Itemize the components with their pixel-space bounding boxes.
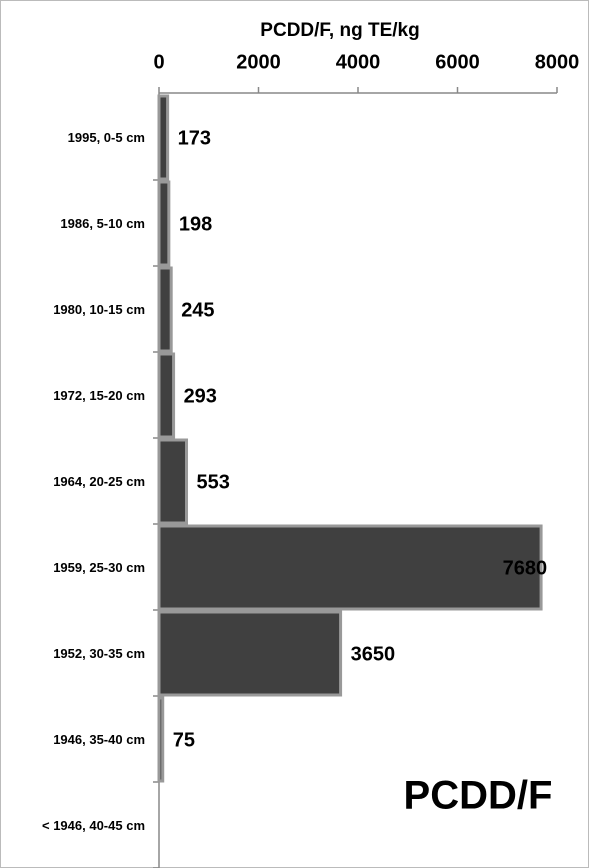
x-tick-label: 8000: [535, 51, 580, 73]
bar: [157, 438, 189, 525]
bar: [157, 94, 170, 181]
x-tick-label: 6000: [435, 51, 480, 73]
y-tick-label: 1959, 25-30 cm: [53, 559, 145, 575]
data-label: 245: [181, 299, 214, 321]
y-tick-label: 1980, 10-15 cm: [53, 301, 145, 317]
data-label: 7680: [503, 557, 548, 579]
data-label: 553: [197, 471, 230, 493]
y-tick-label: 1964, 20-25 cm: [53, 473, 145, 489]
axis-title: PCDD/F, ng TE/kg: [260, 20, 419, 41]
x-tick-label: 0: [153, 51, 164, 73]
data-label: 293: [184, 385, 217, 407]
y-tick-label: < 1946, 40-45 cm: [42, 817, 145, 833]
y-tick-label: 1972, 15-20 cm: [53, 387, 145, 403]
x-tick-label: 2000: [236, 51, 281, 73]
y-tick-label: 1995, 0-5 cm: [67, 129, 145, 145]
bar: [157, 352, 176, 439]
bar: [157, 696, 165, 783]
data-label: 173: [178, 127, 211, 149]
bar: [157, 180, 171, 267]
data-label: 3650: [351, 643, 396, 665]
data-label: 198: [179, 213, 212, 235]
x-tick-label: 4000: [336, 51, 381, 73]
bar: [157, 266, 173, 353]
annotation: PCDD/F: [404, 774, 553, 818]
y-tick-label: 1986, 5-10 cm: [60, 215, 145, 231]
bar: [157, 610, 343, 697]
data-label: 75: [173, 729, 195, 751]
y-tick-label: 1952, 30-35 cm: [53, 645, 145, 661]
y-tick-label: 1946, 35-40 cm: [53, 731, 145, 747]
bar: [157, 524, 543, 611]
